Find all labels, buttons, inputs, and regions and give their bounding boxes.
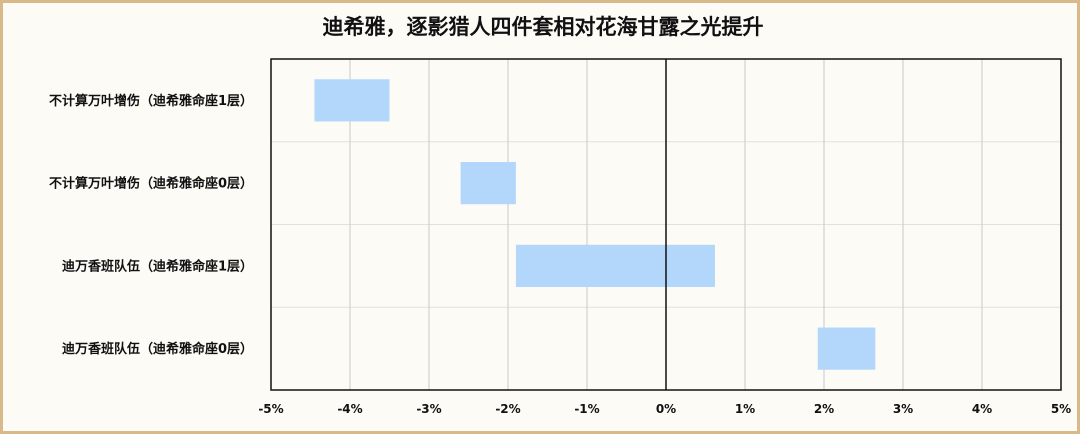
x-tick-label: -2% xyxy=(495,402,520,416)
x-tick-label: -1% xyxy=(574,402,599,416)
plot-border xyxy=(270,58,1062,391)
x-tick-label: 3% xyxy=(893,402,913,416)
x-tick-label: -3% xyxy=(416,402,441,416)
x-tick-label: -5% xyxy=(258,402,283,416)
x-tick-label: -4% xyxy=(337,402,362,416)
bar xyxy=(460,162,516,205)
x-tick-label: 4% xyxy=(972,402,992,416)
bar xyxy=(817,327,876,370)
category-label: 不计算万叶增伤（迪希雅命座1层） xyxy=(49,93,253,109)
x-tick-label: 5% xyxy=(1051,402,1071,416)
chart-svg: 不计算万叶增伤（迪希雅命座1层） 不计算万叶增伤（迪希雅命座0层） 迪万香班队伍（迪… xyxy=(49,58,1071,416)
x-tick-label: 1% xyxy=(735,402,755,416)
bar xyxy=(515,244,715,287)
category-label: 迪万香班队伍（迪希雅命座1层） xyxy=(62,258,253,274)
chart-title: 迪希雅，逐影猎人四件套相对花海甘露之光提升 xyxy=(322,15,764,39)
x-tick-label: 2% xyxy=(814,402,834,416)
category-label: 不计算万叶增伤（迪希雅命座0层） xyxy=(49,176,253,192)
bar xyxy=(314,79,390,122)
category-label: 迪万香班队伍（迪希雅命座0层） xyxy=(62,341,253,357)
x-tick-label: 0% xyxy=(656,402,676,416)
